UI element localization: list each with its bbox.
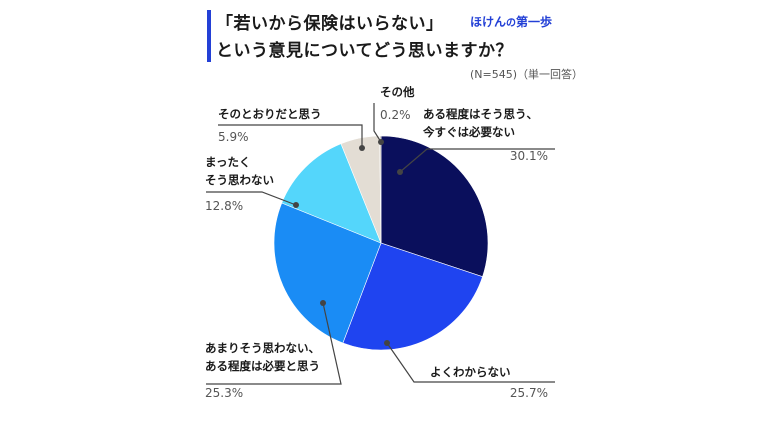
slice-label: ある程度はそう思う、 bbox=[423, 107, 538, 121]
slice-label: まったく bbox=[205, 155, 251, 169]
leader-dot bbox=[359, 145, 365, 151]
slice-value-label: 30.1% bbox=[510, 149, 548, 163]
pie-slice bbox=[342, 242, 483, 351]
pie-slice bbox=[380, 135, 489, 278]
leader-line bbox=[218, 124, 363, 148]
leader-dot bbox=[378, 139, 384, 145]
brand-name-b: 第一歩 bbox=[516, 15, 553, 29]
slice-value-label: 25.7% bbox=[510, 386, 548, 400]
chart-title-line-1: 「若いから保険はいらない」 bbox=[216, 14, 444, 34]
slice-label: そのとおりだと思う bbox=[218, 107, 322, 121]
brand-logo: ほけんの第一歩 bbox=[470, 13, 552, 30]
slice-label: あまりそう思わない、 bbox=[205, 341, 320, 355]
slice-value-label: 5.9% bbox=[218, 130, 249, 144]
title-accent-bar bbox=[207, 10, 211, 62]
slice-label: ある程度は必要と思う bbox=[205, 359, 320, 373]
leader-dot bbox=[293, 202, 299, 208]
slice-value-label: 12.8% bbox=[205, 199, 243, 213]
leader-dot bbox=[320, 300, 326, 306]
leader-line bbox=[206, 191, 297, 206]
leader-line bbox=[206, 302, 342, 385]
chart-title-line-2: という意見についてどう思いますか？ bbox=[216, 41, 513, 61]
pie-slice bbox=[273, 202, 382, 344]
slice-value-label: 25.3% bbox=[205, 386, 243, 400]
slice-label: よくわからない bbox=[430, 365, 511, 379]
leader-dot bbox=[397, 169, 403, 175]
slice-label: その他 bbox=[380, 85, 415, 99]
brand-name-a: ほけん bbox=[470, 15, 507, 29]
pie-slice bbox=[379, 135, 382, 244]
slice-value-label: 0.2% bbox=[380, 108, 411, 122]
leader-dot bbox=[384, 340, 390, 346]
slice-label: 今すぐは必要ない bbox=[422, 125, 515, 139]
brand-name-no: の bbox=[506, 18, 517, 29]
leader-line bbox=[386, 342, 555, 383]
leader-line bbox=[373, 103, 382, 143]
slice-label: そう思わない bbox=[205, 173, 274, 187]
leader-line bbox=[399, 148, 555, 173]
sample-size-note: (N=545)（単一回答） bbox=[470, 68, 584, 81]
